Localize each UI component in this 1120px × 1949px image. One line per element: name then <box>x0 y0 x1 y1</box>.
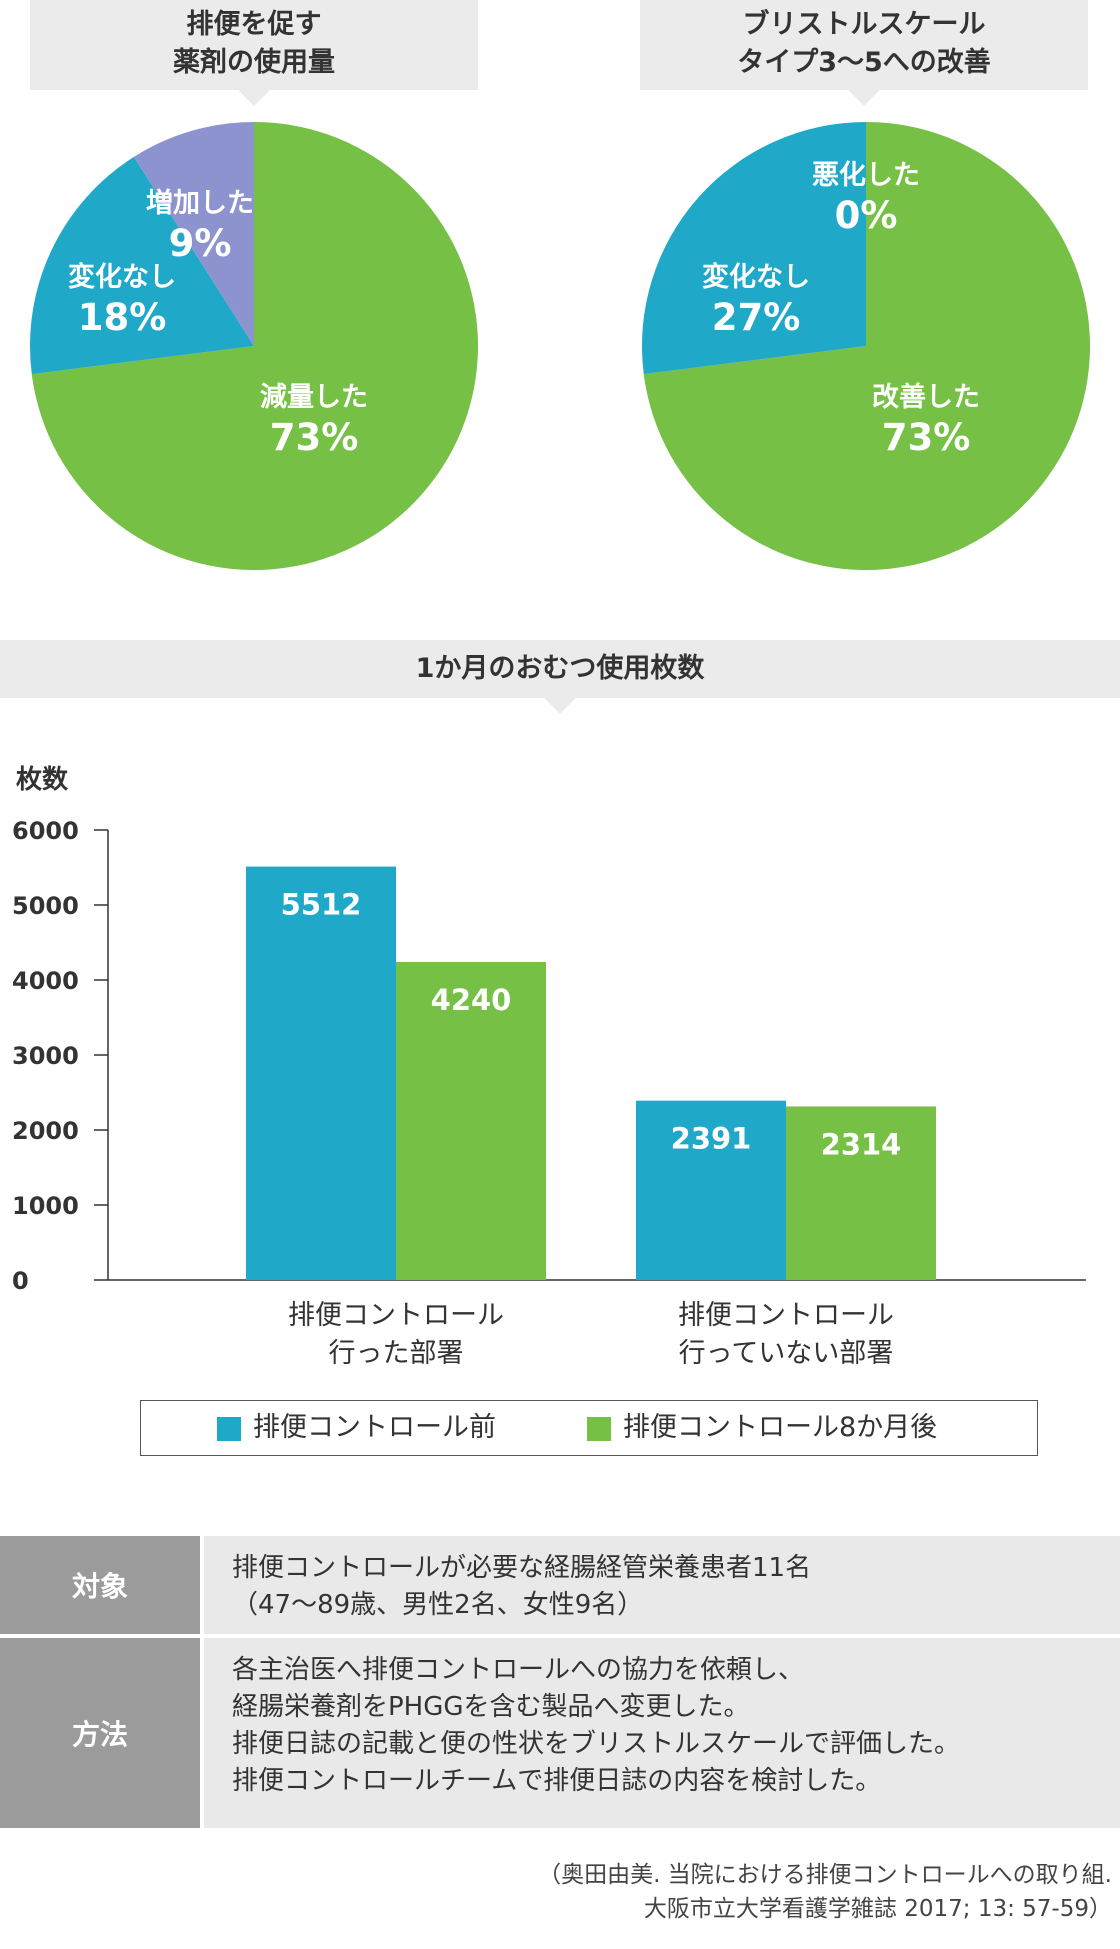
x-category-1-line-1: 行っていない部署 <box>679 1338 894 1369</box>
bar-header: 1か月のおむつ使用枚数 <box>0 640 1120 714</box>
y-tick-label-6: 6000 <box>12 817 79 845</box>
pie1-slice-1-label: 変化なし <box>68 261 176 293</box>
bar-1-0 <box>636 1100 786 1280</box>
chart-legend: 排便コントロール前 排便コントロール8か月後 <box>140 1400 1038 1456</box>
table-body-method: 各主治医へ排便コントロールへの協力を依頼し、 経腸栄養剤をPHGGを含む製品へ変… <box>204 1638 1120 1828</box>
table-label-method: 方法 <box>0 1638 200 1828</box>
citation: （奥田由美. 当院における排便コントロールへの取り組. 大阪市立大学看護学雑誌 … <box>538 1858 1112 1926</box>
y-tick-label-1: 1000 <box>12 1192 79 1220</box>
table-target-line-2: （47〜89歳、男性2名、女性9名） <box>232 1590 644 1620</box>
bar-header-pointer <box>544 698 576 714</box>
pie2-header-pointer <box>848 90 880 106</box>
pie1-slice-0-value: 73% <box>270 416 359 459</box>
bar-0-0 <box>246 866 396 1280</box>
table-label-target: 対象 <box>0 1536 200 1634</box>
pie1-slice-0 <box>31 122 479 570</box>
bar-0-0-data-label: 5512 <box>281 888 362 922</box>
bar-chart-diaper-usage: 枚数 0 1000 2000 3000 4000 5000 6000 5512 4240 排便コント… <box>12 765 1086 1369</box>
pie2-slice-0-value: 73% <box>882 416 971 459</box>
pie1-title-line-2: 薬剤の使用量 <box>173 47 335 78</box>
bar-title: 1か月のおむつ使用枚数 <box>415 653 705 684</box>
bar-1-1 <box>786 1106 936 1280</box>
legend-label-after: 排便コントロール8か月後 <box>623 1412 938 1443</box>
pie2-slice-2-label: 悪化した <box>812 160 920 191</box>
table-method-line-3: 排便日誌の記載と便の性状をブリストルスケールで評価した。 <box>232 1729 961 1759</box>
citation-line-2: 大阪市立大学看護学雑誌 2017; 13: 57-59） <box>643 1896 1112 1922</box>
pie2-slice-1 <box>642 122 866 375</box>
bar-1-0-data-label: 2391 <box>671 1122 752 1156</box>
pie2-title-line-2: タイプ3〜5への改善 <box>737 47 991 78</box>
pie2-slice-0-label: 改善した <box>872 381 980 413</box>
x-category-0-line-1: 行った部署 <box>329 1338 464 1369</box>
table-method-line-2: 経腸栄養剤をPHGGを含む製品へ変更した。 <box>232 1692 750 1722</box>
y-tick-label-4: 4000 <box>12 967 79 995</box>
legend-swatch-after <box>587 1417 611 1441</box>
y-tick-label-5: 5000 <box>12 892 79 920</box>
pie2-title-line-1: ブリストルスケール <box>742 9 986 40</box>
legend-label-before: 排便コントロール前 <box>253 1412 496 1443</box>
pie1-slice-1 <box>29 156 254 375</box>
pie2-slice-1-value: 27% <box>712 296 801 339</box>
table-target-line-1: 排便コントロールが必要な経腸経管栄養患者11名 <box>232 1553 812 1583</box>
bar-0-1 <box>396 962 546 1280</box>
pie2-slice-1-label: 変化なし <box>702 261 810 293</box>
pie1-slice-2-value: 9% <box>169 222 232 265</box>
pie2-header: ブリストルスケール タイプ3〜5への改善 <box>640 0 1088 106</box>
x-category-1-line-0: 排便コントロール <box>678 1300 894 1331</box>
y-tick-label-2: 2000 <box>12 1117 79 1145</box>
pie1-slice-2-label: 増加した <box>146 187 254 219</box>
pie2-slice-2-value: 0% <box>835 194 898 237</box>
table-body-target: 排便コントロールが必要な経腸経管栄養患者11名 （47〜89歳、男性2名、女性9… <box>204 1536 1120 1634</box>
bar-0-1-data-label: 4240 <box>431 983 512 1017</box>
legend-swatch-before <box>217 1417 241 1441</box>
pie1-header: 排便を促す 薬剤の使用量 <box>30 0 478 106</box>
x-category-0-line-0: 排便コントロール <box>288 1300 504 1331</box>
citation-line-1: （奥田由美. 当院における排便コントロールへの取り組. <box>538 1862 1112 1888</box>
y-tick-label-0: 0 <box>12 1267 29 1295</box>
table-method-line-1: 各主治医へ排便コントロールへの協力を依頼し、 <box>232 1655 805 1685</box>
y-tick-label-3: 3000 <box>12 1042 79 1070</box>
pie1-slice-1-value: 18% <box>78 296 167 339</box>
bar-1-1-data-label: 2314 <box>821 1127 902 1161</box>
table-method-line-4: 排便コントロールチームで排便日誌の内容を検討した。 <box>232 1766 882 1796</box>
pie1-title-line-1: 排便を促す <box>186 9 322 40</box>
table-row-method: 方法 各主治医へ排便コントロールへの協力を依頼し、 経腸栄養剤をPHGGを含む製… <box>0 1638 1120 1828</box>
pie1-slice-2 <box>133 122 254 346</box>
pie1-header-pointer <box>238 90 270 106</box>
pie1-slice-0-label: 減量した <box>260 382 368 413</box>
table-row-target: 対象 排便コントロールが必要な経腸経管栄養患者11名 （47〜89歳、男性2名、… <box>0 1536 1120 1634</box>
y-axis-label: 枚数 <box>16 765 69 795</box>
pie2-slice-0 <box>643 122 1090 570</box>
